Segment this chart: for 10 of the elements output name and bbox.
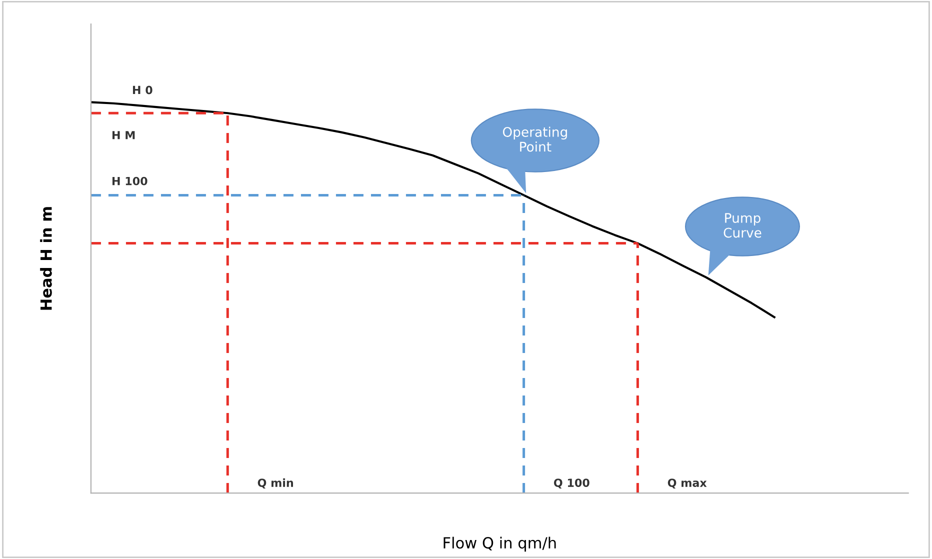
annotation: Q max [668,478,707,488]
ref-line-label: H 100 [112,176,148,186]
text: H 0 [132,86,152,94]
annotation: Operating Point [502,126,567,152]
x-axis-title: Flow Q in qm/h [444,536,556,552]
annotation: Pump Curve [724,213,762,238]
ref-line-label: H M [112,131,135,140]
annotation: Q min [258,478,294,488]
annotation: Q 100 [554,478,590,488]
y-axis-title: Head H in m [40,207,52,310]
